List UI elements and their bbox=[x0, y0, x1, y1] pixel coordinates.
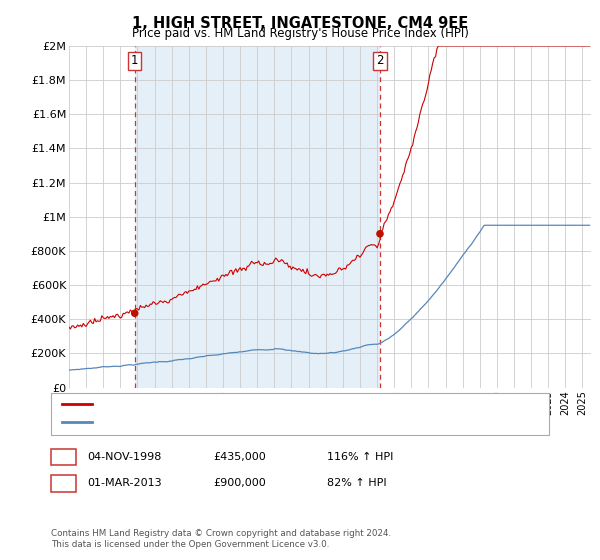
Text: 01-MAR-2013: 01-MAR-2013 bbox=[87, 478, 161, 488]
Text: 116% ↑ HPI: 116% ↑ HPI bbox=[327, 452, 394, 462]
Text: 2: 2 bbox=[376, 54, 384, 67]
Text: 1, HIGH STREET, INGATESTONE, CM4 9EE (detached house): 1, HIGH STREET, INGATESTONE, CM4 9EE (de… bbox=[96, 399, 422, 409]
Text: 1, HIGH STREET, INGATESTONE, CM4 9EE: 1, HIGH STREET, INGATESTONE, CM4 9EE bbox=[132, 16, 468, 31]
Text: 1: 1 bbox=[60, 450, 67, 464]
Text: £435,000: £435,000 bbox=[213, 452, 266, 462]
Point bbox=[375, 230, 385, 239]
Point bbox=[130, 309, 140, 318]
Text: 82% ↑ HPI: 82% ↑ HPI bbox=[327, 478, 386, 488]
Text: 04-NOV-1998: 04-NOV-1998 bbox=[87, 452, 161, 462]
Text: HPI: Average price, detached house, Brentwood: HPI: Average price, detached house, Bren… bbox=[96, 417, 358, 427]
Text: 2: 2 bbox=[60, 477, 67, 490]
Text: Price paid vs. HM Land Registry's House Price Index (HPI): Price paid vs. HM Land Registry's House … bbox=[131, 27, 469, 40]
Text: 1: 1 bbox=[131, 54, 139, 67]
Text: £900,000: £900,000 bbox=[213, 478, 266, 488]
Text: Contains HM Land Registry data © Crown copyright and database right 2024.
This d: Contains HM Land Registry data © Crown c… bbox=[51, 529, 391, 549]
Bar bbox=[135, 46, 380, 388]
